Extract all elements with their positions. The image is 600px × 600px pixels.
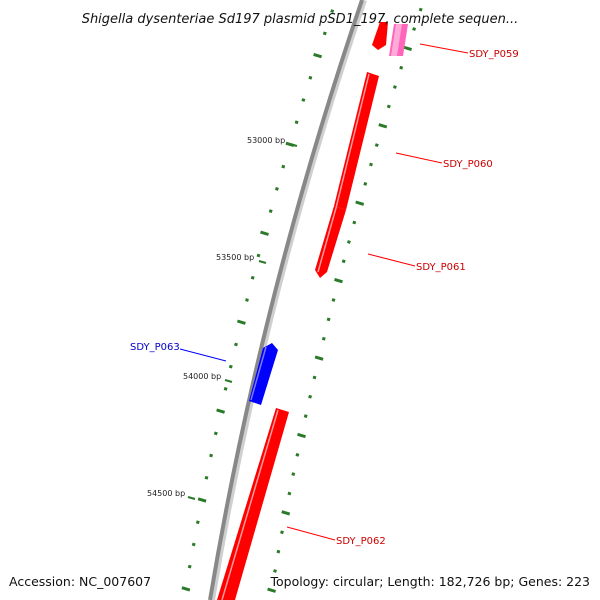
gene-arrow-top-small[interactable] [372,22,388,50]
gc-tick-mark [213,431,218,436]
gc-tick-mark [321,336,326,341]
gc-tick-mark [297,432,306,439]
gc-tick-mark [403,45,413,52]
gc-tick-mark [301,98,306,102]
gene-label-sdy-p062[interactable]: SDY_P062 [336,536,386,547]
gc-tick-mark [195,520,200,525]
gc-tick-mark [191,542,196,547]
gc-tick-mark [378,123,388,129]
gc-tick-mark [346,240,351,244]
gc-tick-mark [308,394,313,399]
scale-tick-label: 54500 bp [147,489,185,498]
gc-tick-mark [355,200,365,206]
gc-tick-mark [399,65,404,70]
gc-tick-mark [223,386,228,391]
backbone-shadow [209,0,367,600]
gc-tick-mark [341,259,346,264]
gene-arrow-sdy-p060[interactable] [334,72,379,210]
gc-tick-mark [236,319,246,325]
gc-tick-mark [274,186,279,191]
gc-tick-mark [291,472,296,477]
gc-tick-mark [313,52,323,59]
backbone-arc [208,0,364,600]
gc-tick-mark [209,453,214,458]
gc-tick-mark [281,510,291,516]
gc-tick-mark [245,298,249,302]
gc-tick-mark [234,342,238,347]
gc-tick-mark [314,355,324,361]
map-title: Shigella dysenteriae Sd197 plasmid pSD1_… [82,12,519,27]
gene-label-sdy-p061[interactable]: SDY_P061 [416,262,466,273]
gc-tick-mark [352,220,357,225]
gc-tick-mark [330,9,335,14]
gc-tick-mark [312,375,317,380]
gc-tick-mark [303,414,308,419]
gc-tick-mark [181,586,191,592]
gene-label-sdy-p063[interactable]: SDY_P063 [130,342,180,353]
gc-tick-mark [281,164,286,169]
gc-tick-mark [268,209,273,214]
gc-tick-mark [295,452,300,457]
scale-tick-label: 54000 bp [183,372,221,381]
gene-arrow-sdy-p063[interactable] [249,343,278,405]
gc-tick-mark [187,564,192,569]
gc-tick-mark [280,530,284,535]
gene-labels: SDY_P059 SDY_P060 SDY_P061 SDY_P063 SDY_… [130,43,519,547]
gc-tick-mark [273,569,277,573]
summary-text: Topology: circular; Length: 182,726 bp; … [270,574,591,589]
gc-tick-mark [294,120,299,125]
gc-tick-mark [363,181,368,186]
accession-text: Accession: NC_007607 [9,574,151,589]
gc-tick-mark [412,27,417,31]
gc-tick-mark [334,277,343,284]
gene-label-sdy-p059[interactable]: SDY_P059 [469,49,519,60]
gc-tick-mark [260,230,269,236]
gc-tick-mark [331,298,336,302]
scale-ticks: 53000 bp 53500 bp 54000 bp 54500 bp [147,136,298,500]
scale-tick-label: 53000 bp [247,136,285,145]
gc-tick-mark [386,104,391,109]
gene-features [217,22,408,600]
gc-tick-mark [228,364,233,369]
gc-tick-mark [267,587,277,593]
gene-arrow-sdy-p062[interactable] [217,408,289,600]
gc-tick-mark [276,549,281,554]
gc-tick-mark [326,317,331,322]
gc-tick-mark [250,275,255,280]
gc-tick-mark [322,31,327,36]
gc-tick-mark [204,475,209,480]
gene-label-sdy-p060[interactable]: SDY_P060 [443,159,493,170]
gene-arrow-sdy-p061[interactable] [315,206,346,278]
gc-tick-mark [216,408,226,414]
gc-tick-mark [287,491,292,496]
scale-tick-label: 53500 bp [216,253,254,262]
gc-tick-mark [369,162,373,167]
gc-tick-mark [418,7,423,12]
gc-tick-mark [197,497,207,503]
gc-content-ticks [181,7,423,593]
gc-tick-mark [392,85,397,89]
gc-tick-mark [256,253,261,258]
gc-tick-mark [374,143,379,148]
gc-tick-mark [308,75,313,80]
